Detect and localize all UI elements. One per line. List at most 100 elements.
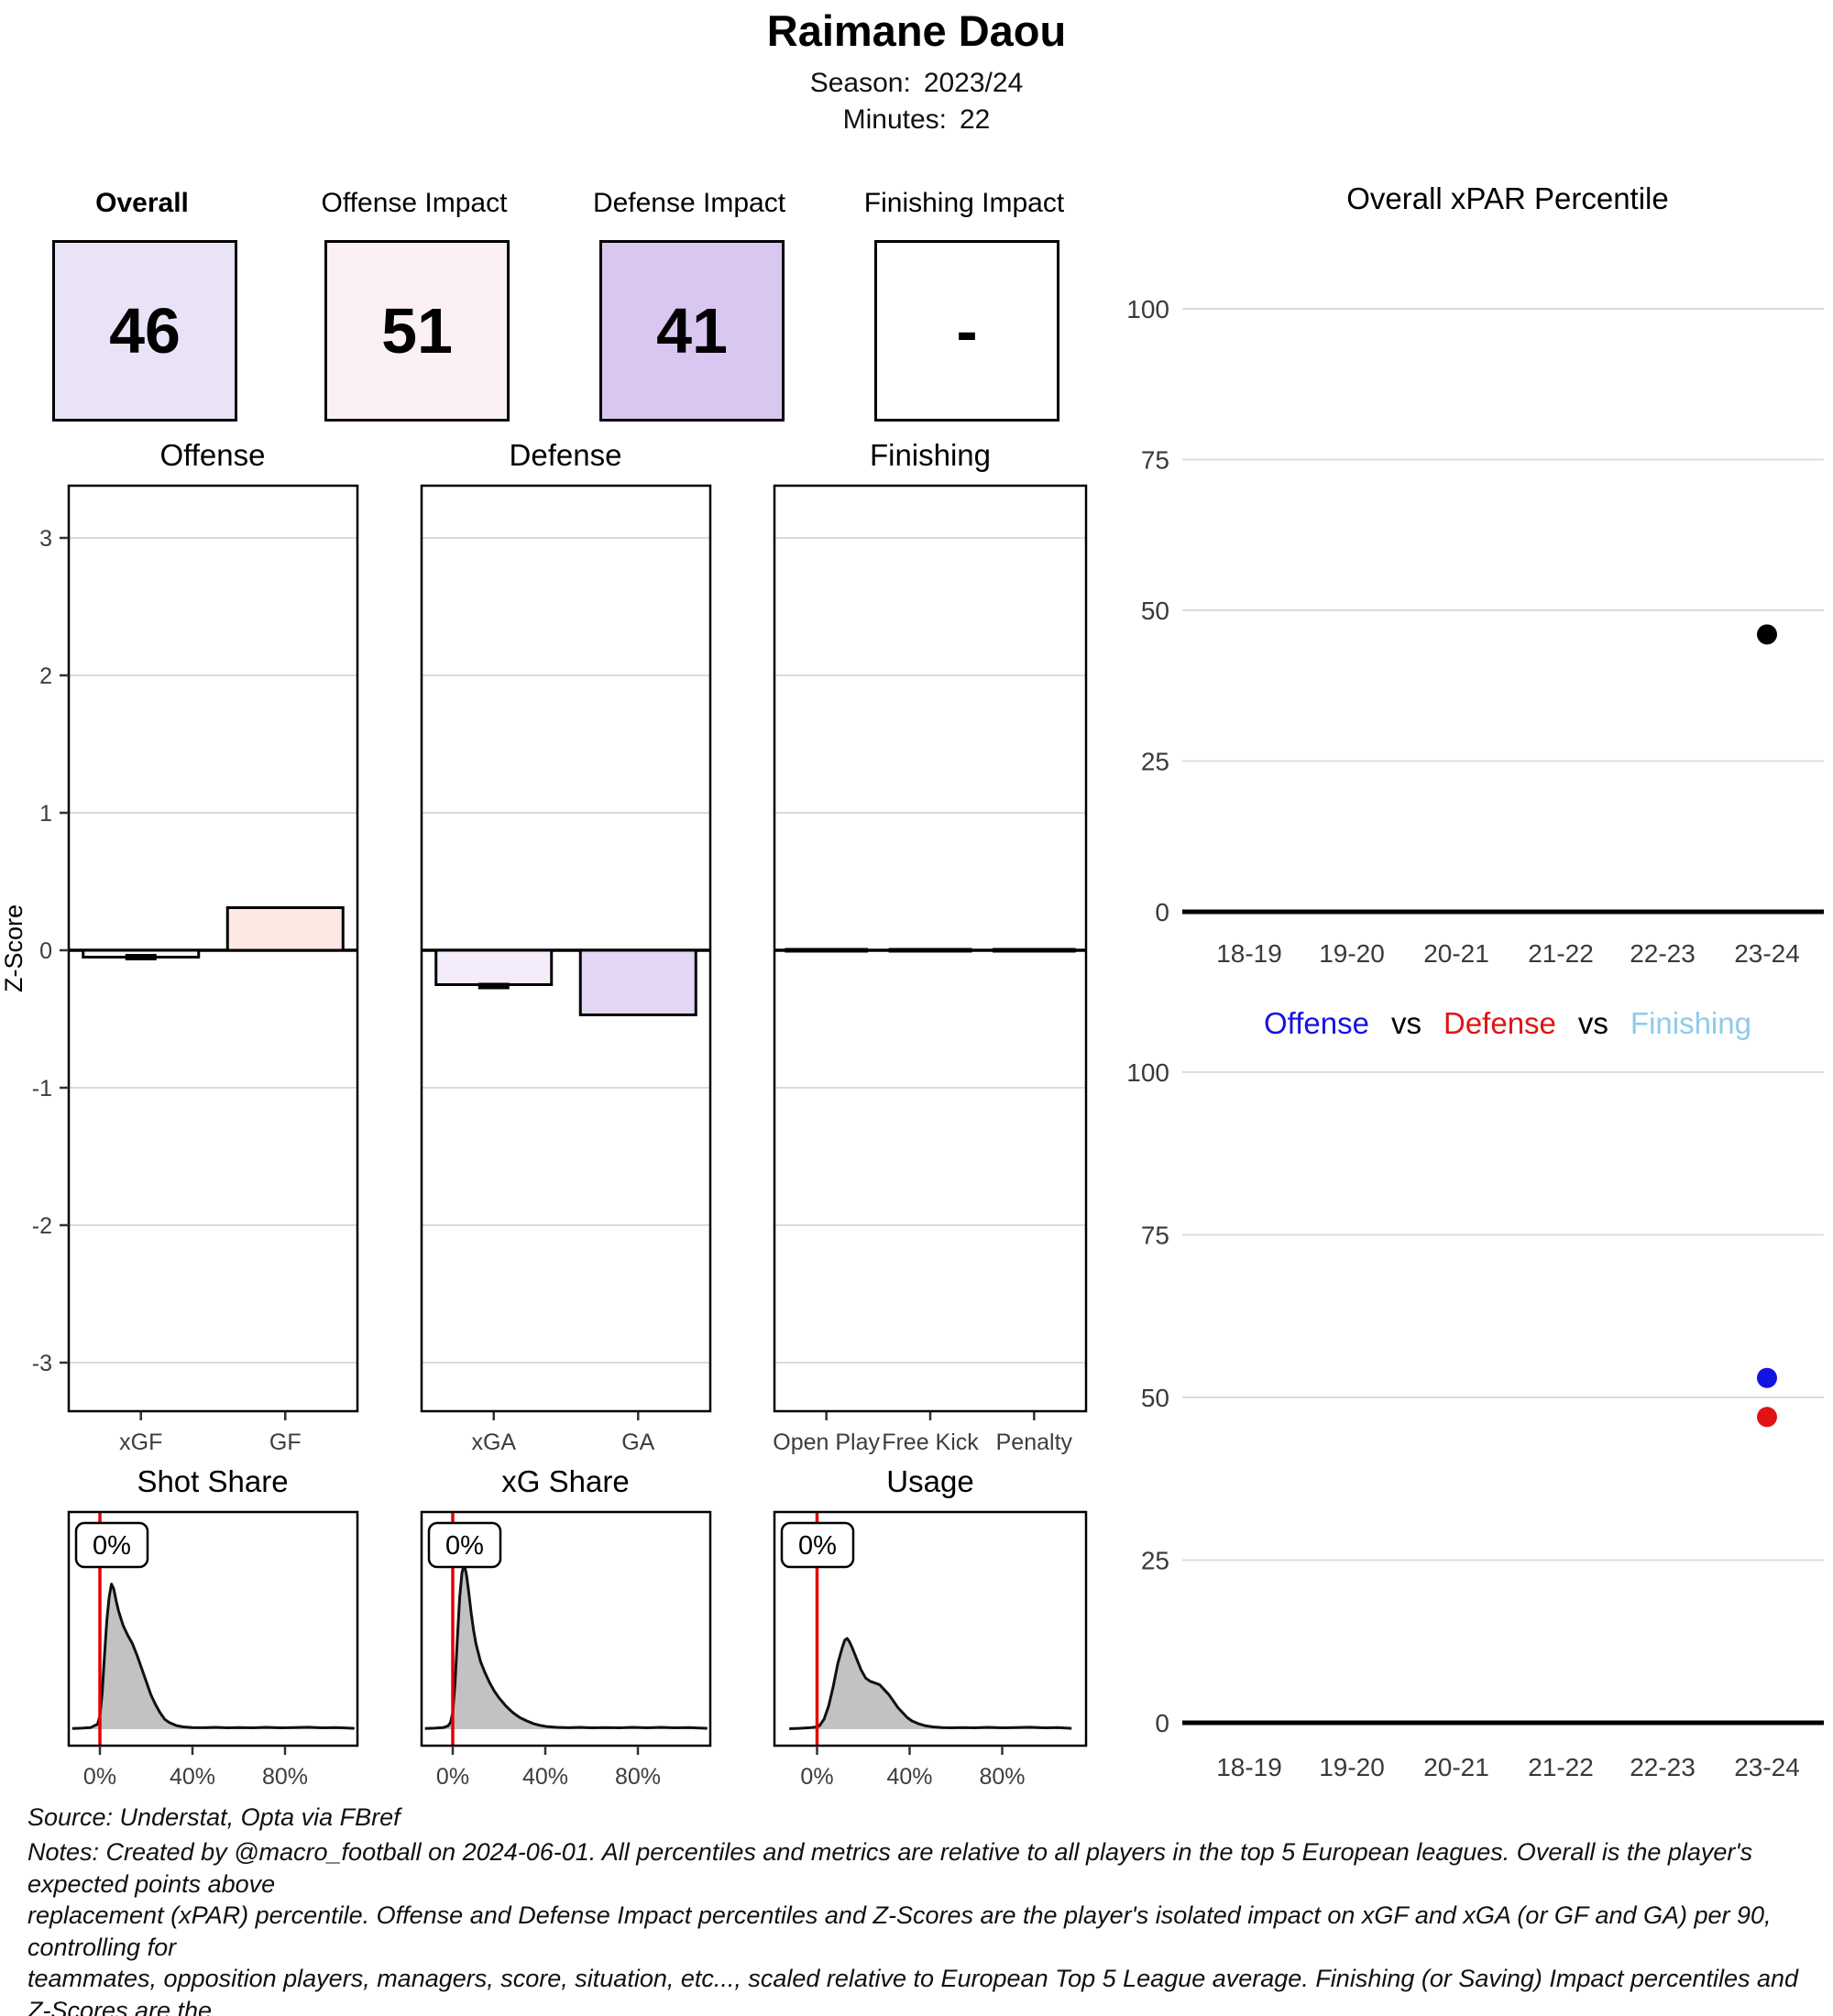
y-tick-label: -3: [32, 1351, 52, 1376]
overall-label: Overall: [95, 188, 189, 218]
x-tick-label: 80%: [615, 1764, 661, 1790]
xg-share-title: xG Share: [501, 1464, 630, 1498]
x-tick-label: Free Kick: [882, 1430, 979, 1455]
xga-bar: [434, 948, 554, 986]
legend-item-vs: vs: [1577, 1006, 1608, 1040]
gf-bar: [225, 906, 345, 952]
density-fill: [789, 1638, 1072, 1729]
season-line: Season: 2023/24: [0, 68, 1833, 99]
y-tick-label: -2: [32, 1213, 52, 1239]
legend-item-offense: Offense: [1264, 1006, 1369, 1040]
x-tick-label: 40%: [170, 1764, 215, 1790]
y-tick-label: 2: [39, 663, 52, 689]
value-badge-label: 0%: [93, 1531, 131, 1561]
xg-share-density-panel: 0% 0% 40% 80%: [420, 1510, 712, 1790]
minutes-label: Minutes:: [842, 104, 947, 135]
x-tick-label: 80%: [979, 1764, 1025, 1790]
shot-share-title: Shot Share: [137, 1464, 289, 1498]
y-tick-label: 3: [39, 526, 52, 552]
density-curve: [789, 1637, 1072, 1730]
minutes-value: 22: [960, 104, 991, 135]
density-curve: [71, 1583, 355, 1730]
impact-by-season-chart: 0 25 50 75 100 18-19 19-20 20-21 21-22 22-23 23-24: [1126, 1058, 1824, 1781]
minutes-line: Minutes: 22: [0, 104, 1833, 136]
x-tick-label: GF: [269, 1430, 302, 1455]
xga-marker: [477, 982, 510, 990]
impact-chart-legend: Offense vs Defense vs Finishing: [1141, 1006, 1833, 1041]
offense-dot: [1757, 1367, 1777, 1388]
x-tick-label: 40%: [886, 1764, 932, 1790]
season-label: 19-20: [1319, 939, 1385, 968]
x-tick-label: Penalty: [996, 1430, 1073, 1455]
panel-border: [67, 1510, 359, 1748]
defense-panel-title: Defense: [509, 438, 622, 472]
usage-density-panel: 0% 0% 40% 80%: [773, 1510, 1088, 1790]
x-tick-label: GA: [621, 1430, 654, 1455]
offense-impact-label: Offense Impact: [321, 188, 508, 218]
source-note: Source: Understat, Opta via FBref: [27, 1803, 401, 1831]
defense-impact-label: Defense Impact: [592, 188, 786, 218]
y-tick-label: 50: [1141, 1384, 1169, 1412]
density-curve: [424, 1562, 708, 1730]
y-tick-label: 0: [1155, 898, 1169, 926]
density-fill: [71, 1583, 355, 1729]
legend-item-vs: vs: [1390, 1006, 1421, 1040]
finishing-panel-title: Finishing: [869, 438, 992, 472]
x-tick-label: 0%: [83, 1764, 116, 1790]
y-tick-label: 0: [39, 938, 52, 964]
finishing-zscore-panel: Open Play Free Kick Penalty: [773, 484, 1088, 1455]
zscore-charts: Z-Score xGF GF 3 2 1 0 -1 -2 -3 xGA GA Open Play Free…: [0, 484, 1088, 1455]
x-tick-label: 80%: [262, 1764, 308, 1790]
season-label: Season:: [809, 68, 911, 98]
season-label: 21-22: [1528, 1753, 1594, 1781]
season-label: 18-19: [1216, 939, 1282, 968]
x-tick-label: xGF: [119, 1430, 162, 1455]
season-value: 2023/24: [923, 68, 1024, 98]
season-label: 23-24: [1734, 1753, 1800, 1781]
offense-impact-box: 51: [324, 240, 510, 422]
y-tick-label: 25: [1141, 1547, 1169, 1575]
y-tick-label: 100: [1126, 1058, 1169, 1087]
offense-panel-title: Offense: [159, 438, 266, 472]
panel-border: [420, 484, 712, 1413]
y-tick-label: -1: [32, 1076, 52, 1101]
usage-title: Usage: [886, 1464, 974, 1498]
season-label: 20-21: [1423, 939, 1489, 968]
ga-bar: [578, 948, 697, 1016]
season-label: 22-23: [1630, 939, 1696, 968]
overall-impact-box: 46: [52, 240, 237, 422]
defense-dot: [1757, 1407, 1777, 1428]
panel-border: [420, 1510, 712, 1748]
x-tick-label: Open Play: [773, 1430, 880, 1455]
overall-dot: [1757, 624, 1777, 645]
panel-border: [773, 1510, 1088, 1748]
xgf-marker: [125, 954, 157, 960]
y-tick-label: 75: [1141, 446, 1169, 475]
y-tick-label: 1: [39, 801, 52, 827]
x-tick-label: 0%: [800, 1764, 833, 1790]
notes-line: Notes: Created by @macro_football on 202…: [27, 1838, 1753, 1898]
y-tick-label: 100: [1126, 295, 1169, 323]
finishing-impact-box: -: [874, 240, 1059, 422]
notes-block: Notes: Created by @macro_football on 202…: [27, 1836, 1815, 2016]
season-label: 23-24: [1734, 939, 1800, 968]
legend-item-defense: Defense: [1443, 1006, 1556, 1040]
xpar-percentile-chart: 0 25 50 75 100 18-19 19-20 20-21 21-22 22-23 23-24: [1126, 295, 1824, 968]
panel-border: [773, 484, 1088, 1413]
season-label: 22-23: [1630, 1753, 1696, 1781]
y-tick-label: 25: [1141, 748, 1169, 776]
offense-zscore-panel: xGF GF 3 2 1 0 -1 -2 -3: [32, 484, 359, 1455]
y-tick-label: 75: [1141, 1222, 1169, 1250]
z-score-axis-label: Z-Score: [0, 904, 27, 992]
page-title: Raimane Daou: [766, 6, 1067, 55]
y-tick-label: 0: [1155, 1709, 1169, 1737]
notes-line: replacement (xPAR) percentile. Offense a…: [27, 1901, 1772, 1961]
value-badge-label: 0%: [798, 1531, 837, 1561]
legend-item-finishing: Finishing: [1630, 1006, 1751, 1040]
value-badge: [427, 1521, 502, 1569]
value-badge: [780, 1521, 855, 1569]
value-badge-label: 0%: [445, 1531, 484, 1561]
y-tick-label: 50: [1141, 597, 1169, 625]
